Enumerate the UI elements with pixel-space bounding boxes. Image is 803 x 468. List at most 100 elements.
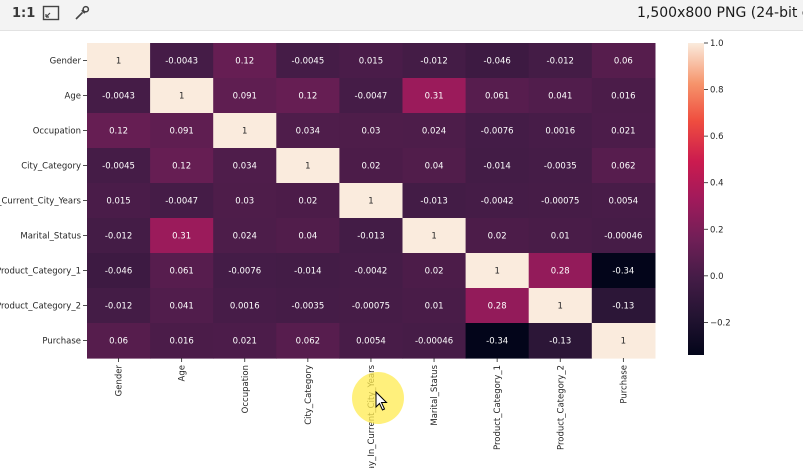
cell-value-label: 0.016 <box>611 92 635 102</box>
heatmap-cell <box>402 253 467 289</box>
colorbar-tick-label: 0.6 <box>710 132 724 142</box>
heatmap-cell <box>591 148 656 184</box>
cell-value-label: 0.0016 <box>230 302 260 312</box>
heatmap-cell <box>150 218 214 254</box>
cell-value-label: -0.0047 <box>355 92 388 102</box>
heatmap-cell <box>276 148 340 184</box>
heatmap-cell <box>150 148 214 184</box>
cell-value-label: -0.0043 <box>165 57 198 67</box>
column-label: Age <box>178 365 188 381</box>
cell-value-label: 0.02 <box>425 267 444 277</box>
cell-value-label: -0.0042 <box>355 267 388 277</box>
heatmap-cell <box>339 288 404 324</box>
cell-value-label: -0.00075 <box>352 302 390 312</box>
viewer-toolbar: 1:1 1,500x800 PNG (24-bit co <box>0 0 803 31</box>
cell-value-label: 0.061 <box>169 267 193 277</box>
heatmap-cell <box>339 218 404 254</box>
eyedropper-icon[interactable] <box>73 4 91 24</box>
cell-value-label: 0.024 <box>422 127 446 137</box>
cell-value-label: -0.046 <box>483 57 510 67</box>
cell-value-label: 0.016 <box>169 337 193 347</box>
heatmap-cell <box>213 323 277 359</box>
cell-value-label: 0.31 <box>425 92 444 102</box>
row-label: n_Current_City_Years <box>0 197 82 207</box>
colorbar-tick-label: 1.0 <box>710 39 724 49</box>
heatmap-cell <box>591 253 656 289</box>
heatmap-cell <box>339 78 404 114</box>
cell-value-label: 0.12 <box>298 92 317 102</box>
cell-value-label: -0.0042 <box>481 197 514 207</box>
cell-value-label: 0.062 <box>296 337 320 347</box>
cell-value-label: -0.00046 <box>604 232 642 242</box>
cell-value-label: 0.024 <box>233 232 257 242</box>
mouse-cursor-icon <box>375 391 388 411</box>
cell-value-label: -0.0043 <box>102 92 135 102</box>
heatmap-cell <box>213 288 277 324</box>
heatmap-cell <box>276 43 340 79</box>
cell-value-label: 0.021 <box>611 127 635 137</box>
row-label: Age <box>65 92 81 102</box>
cell-value-label: 0.04 <box>298 232 317 242</box>
heatmap-cell <box>276 218 340 254</box>
heatmap-cell <box>465 218 530 254</box>
heatmap-cell <box>213 148 277 184</box>
heatmap-cell <box>591 323 656 359</box>
cell-value-label: 0.041 <box>169 302 193 312</box>
heatmap-cell <box>87 288 151 324</box>
heatmap-cell <box>213 43 277 79</box>
cell-value-label: 1 <box>116 57 121 67</box>
cell-value-label: -0.13 <box>549 337 571 347</box>
heatmap-cell <box>528 113 593 149</box>
cell-value-label: 1 <box>621 337 626 347</box>
heatmap-cell <box>465 43 530 79</box>
cell-value-label: -0.012 <box>420 57 447 67</box>
cell-value-label: 0.31 <box>172 232 191 242</box>
cell-value-label: -0.046 <box>105 267 132 277</box>
cell-value-label: -0.012 <box>105 302 132 312</box>
cell-value-label: -0.013 <box>420 197 447 207</box>
correlation-heatmap: 1 -0.0043 0.12 -0.0045 0.015 -0.012 -0.046 -0.0… <box>0 39 731 468</box>
fit-to-window-icon[interactable] <box>42 4 60 24</box>
heatmap-cell <box>591 43 656 79</box>
actual-size-button[interactable]: 1:1 <box>12 6 36 21</box>
cell-value-label: -0.34 <box>612 267 634 277</box>
heatmap-cell <box>465 288 530 324</box>
heatmap-cell <box>87 43 151 79</box>
cell-value-label: 0.01 <box>551 232 570 242</box>
colorbar-tick-label: 0.2 <box>710 225 724 235</box>
cell-value-label: 0.061 <box>485 92 509 102</box>
heatmap-cell <box>339 253 404 289</box>
cell-value-label: -0.0035 <box>544 162 577 172</box>
cell-value-label: -0.014 <box>483 162 510 172</box>
heatmap-cell <box>87 218 151 254</box>
cell-value-label: -0.0045 <box>102 162 135 172</box>
cell-value-label: -0.0076 <box>481 127 514 137</box>
cell-value-label: 0.034 <box>233 162 257 172</box>
cell-value-label: 0.091 <box>169 127 193 137</box>
heatmap-cell <box>276 183 340 219</box>
heatmap-cell <box>276 323 340 359</box>
heatmap-cell <box>339 323 404 359</box>
cell-value-label: 1 <box>431 232 436 242</box>
column-label: Purchase <box>619 365 629 404</box>
cell-value-label: -0.0035 <box>291 302 324 312</box>
heatmap-cell <box>150 183 214 219</box>
cell-value-label: -0.00046 <box>415 337 453 347</box>
cell-value-label: 0.04 <box>425 162 444 172</box>
heatmap-cell <box>150 323 214 359</box>
column-label: Product_Category_2 <box>556 365 566 450</box>
heatmap-cell <box>339 113 404 149</box>
heatmap-cell <box>150 288 214 324</box>
column-label: Product_Category_1 <box>493 365 503 450</box>
heatmap-cell <box>213 183 277 219</box>
heatmap-cell <box>276 78 340 114</box>
heatmap-cell <box>87 78 151 114</box>
heatmap-cell <box>528 253 593 289</box>
cell-value-label: 0.015 <box>359 57 383 67</box>
heatmap-cell <box>528 78 593 114</box>
cell-value-label: 0.0054 <box>356 337 386 347</box>
cell-value-label: -0.13 <box>612 302 634 312</box>
heatmap-cell <box>213 78 277 114</box>
row-label: City_Category <box>21 162 81 172</box>
heatmap-cell <box>591 78 656 114</box>
